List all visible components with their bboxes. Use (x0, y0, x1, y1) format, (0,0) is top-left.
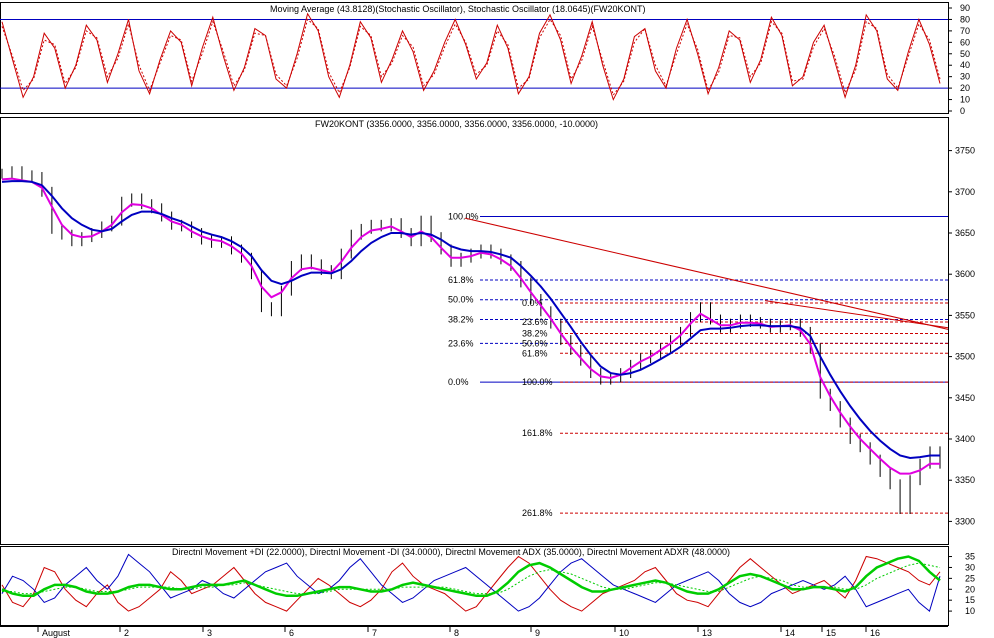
fib-level-label: 38.2% (448, 315, 474, 325)
series-line (1, 18, 941, 97)
fib-level-label: 0.0% (448, 377, 469, 387)
x-tick-label: 3 (207, 628, 212, 638)
y-tick-label: 3750 (955, 146, 975, 156)
fib-level-label: 23.6% (448, 338, 474, 348)
x-tick-label: 16 (870, 628, 880, 638)
trendline (764, 300, 949, 329)
dmi-plot (1, 553, 941, 612)
dmi-panel-title: Directnl Movement +DI (22.0000), Directn… (172, 547, 730, 557)
fib-extension-label: 50.0% (522, 338, 548, 348)
series-line (1, 12, 941, 101)
stochastic-panel-title: Moving Average (43.8128)(Stochastic Osci… (270, 4, 645, 14)
price-plot: 100.0%61.8%50.0%38.2%23.6%0.0%0.0%23.6%3… (1, 166, 949, 518)
fib-extension-label: 261.8% (522, 508, 553, 518)
fib-extension-label: 61.8% (522, 348, 548, 358)
y-tick-label: 20 (965, 584, 975, 594)
x-tick-label: 7 (372, 628, 377, 638)
y-tick-label: 50 (960, 49, 970, 59)
stochastic-panel-frame (0, 2, 949, 114)
fib-level-label: 61.8% (448, 275, 474, 285)
axes: 0102030405060708090330033503400345035003… (37, 3, 975, 638)
x-tick-label: 10 (619, 628, 629, 638)
fib-extension-label: 38.2% (522, 329, 548, 339)
dmi-line (2, 562, 941, 595)
moving-average-line (1, 180, 940, 460)
y-tick-label: 10 (965, 606, 975, 616)
y-tick-label: 15 (965, 595, 975, 605)
dmi-line (1, 555, 941, 598)
trendline (464, 217, 949, 330)
fib-extension-label: 100.0% (522, 377, 553, 387)
y-tick-label: 70 (960, 26, 970, 36)
fib-extension-label: 0.0% (522, 298, 543, 308)
dmi-line (1, 553, 941, 612)
y-tick-label: 0 (960, 106, 965, 116)
y-tick-label: 90 (960, 3, 970, 13)
fib-extension-label: 161.8% (522, 428, 553, 438)
dmi-panel-frame (0, 546, 949, 626)
y-tick-label: 80 (960, 14, 970, 24)
y-tick-label: 30 (960, 72, 970, 82)
fib-level-label: 50.0% (448, 295, 474, 305)
x-tick-label: 8 (454, 628, 459, 638)
x-tick-label: 15 (826, 628, 836, 638)
y-tick-label: 3300 (955, 516, 975, 526)
x-tick-label: August (42, 628, 71, 638)
x-tick-label: 6 (289, 628, 294, 638)
y-tick-label: 30 (965, 562, 975, 572)
y-tick-label: 3550 (955, 310, 975, 320)
y-tick-label: 3650 (955, 228, 975, 238)
y-tick-label: 60 (960, 37, 970, 47)
stochastic-plot (0, 12, 948, 101)
x-tick-label: 2 (124, 628, 129, 638)
y-tick-label: 3400 (955, 434, 975, 444)
y-tick-label: 20 (960, 83, 970, 93)
fib-level-label: 100.0% (448, 212, 479, 222)
y-tick-label: 3700 (955, 187, 975, 197)
y-tick-label: 35 (965, 552, 975, 562)
y-tick-label: 10 (960, 95, 970, 105)
x-tick-label: 14 (785, 628, 795, 638)
fib-extension-label: 23.6% (522, 317, 548, 327)
y-tick-label: 3450 (955, 393, 975, 403)
price-panel-frame (0, 117, 949, 545)
y-tick-label: 3350 (955, 475, 975, 485)
y-tick-label: 3500 (955, 352, 975, 362)
y-tick-label: 40 (960, 60, 970, 70)
x-tick-label: 13 (702, 628, 712, 638)
price-panel-title: FW20KONT (3356.0000, 3356.0000, 3356.000… (315, 119, 598, 129)
y-tick-label: 3600 (955, 269, 975, 279)
y-tick-label: 25 (965, 573, 975, 583)
x-tick-label: 9 (535, 628, 540, 638)
